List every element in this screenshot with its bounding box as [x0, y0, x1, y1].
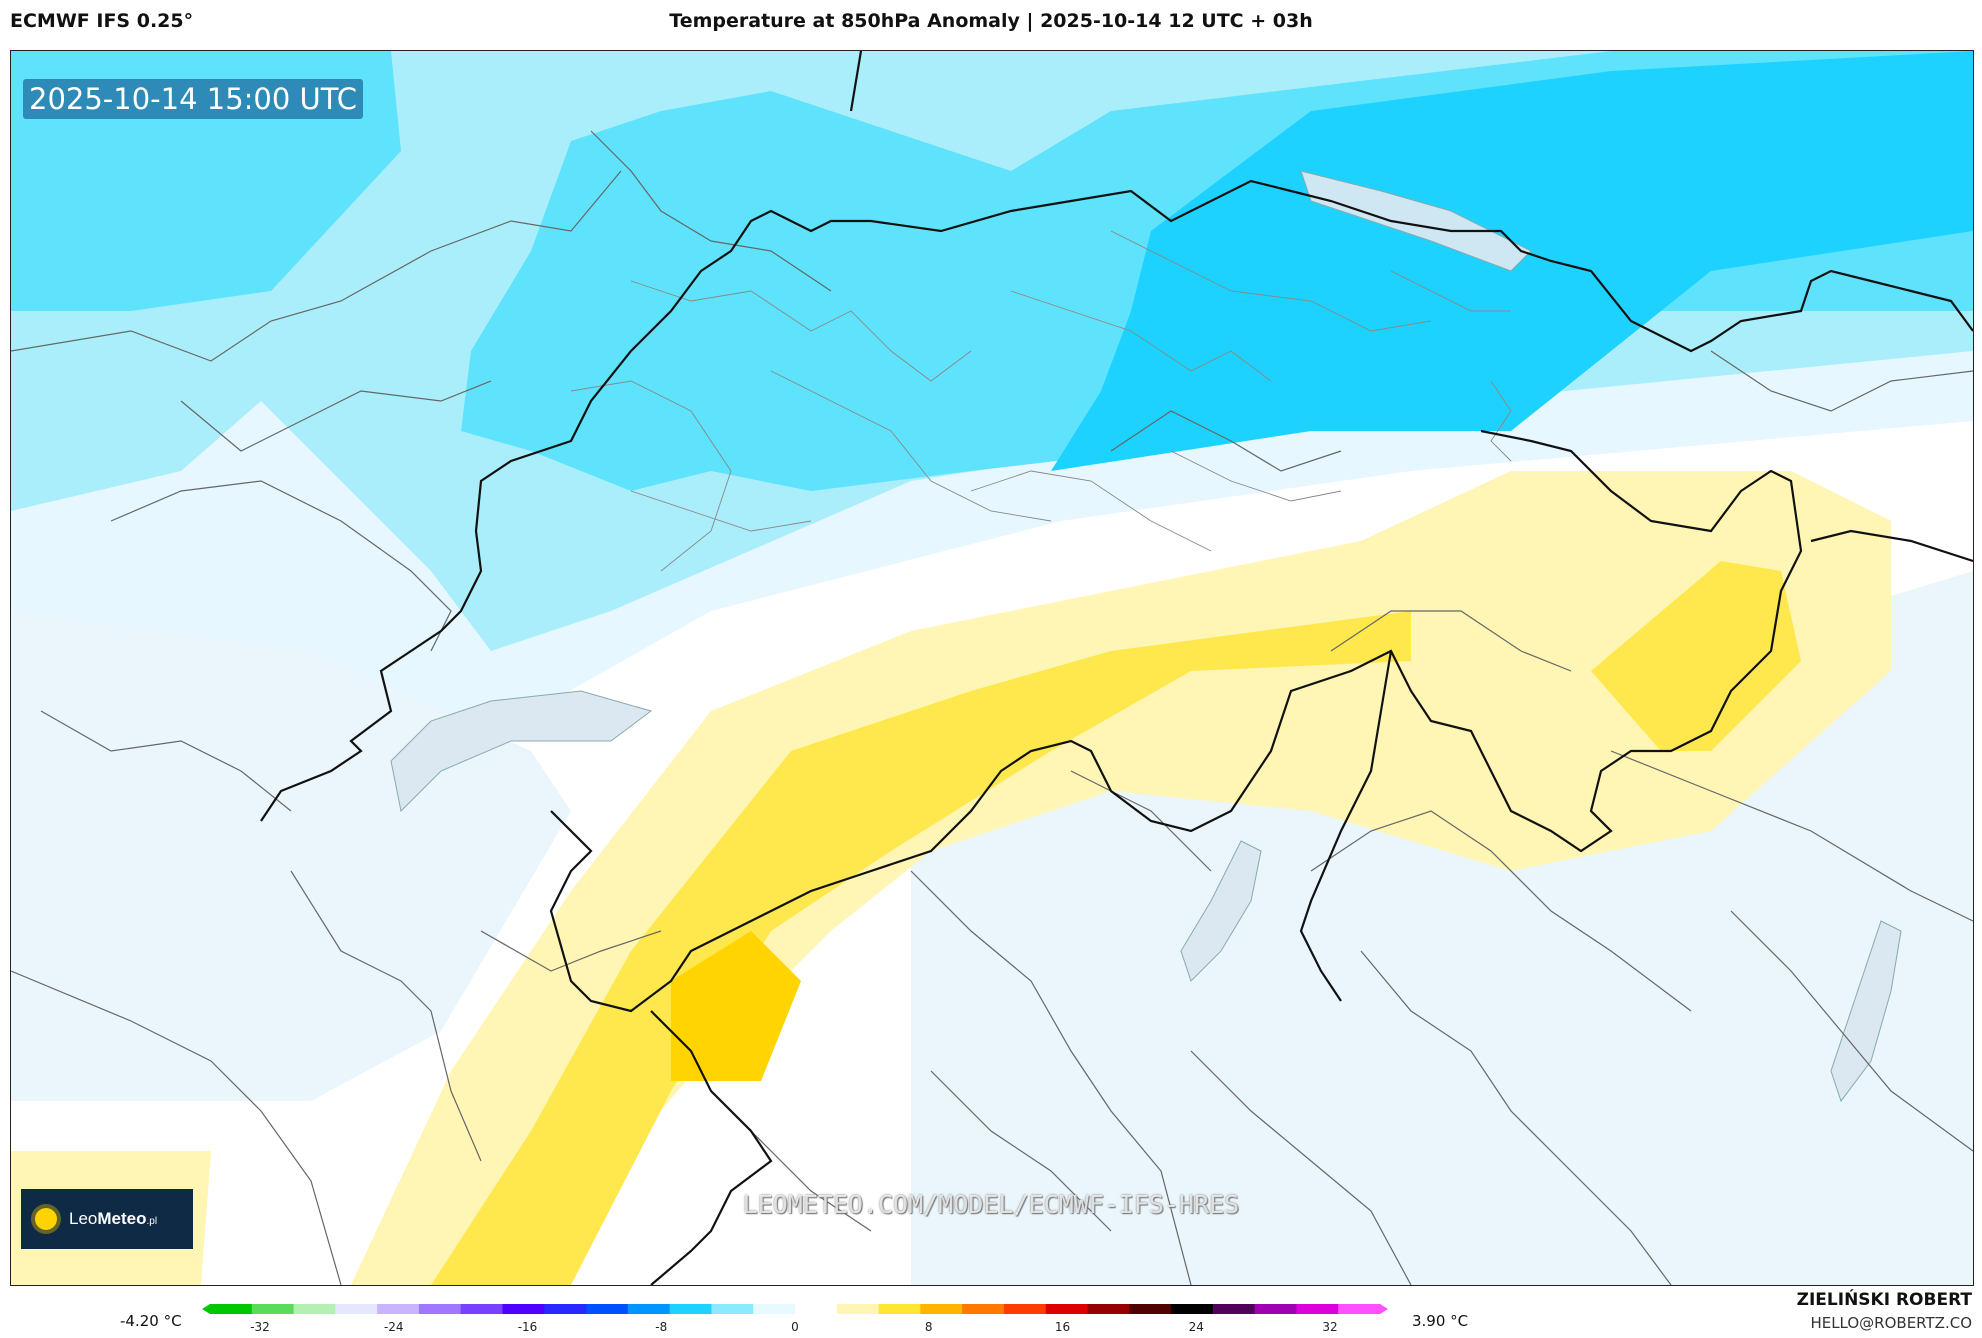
- colorbar-tick-label: -16: [518, 1320, 538, 1334]
- lake-geneva: [390, 690, 653, 813]
- colorbar-cell: [962, 1304, 1005, 1314]
- national-borders: [260, 51, 1973, 1285]
- colorbar-cell: [711, 1304, 754, 1314]
- colorbar-cell: [586, 1304, 629, 1314]
- colorbar-cell: [1087, 1304, 1130, 1314]
- colorbar-cell: [460, 1304, 503, 1314]
- anomaly-zone-yellow-peak: [671, 931, 801, 1081]
- chart-title: Temperature at 850hPa Anomaly | 2025-10-…: [669, 10, 1313, 32]
- colorbar-cell: [293, 1304, 336, 1314]
- lake-maggiore: [1180, 840, 1262, 982]
- anomaly-map: [11, 51, 1973, 1285]
- colorbar-tick-label: -24: [384, 1320, 404, 1334]
- colorbar-ticks: -32 -24 -16 -8 0 8 16 24 32: [250, 1320, 1337, 1334]
- lake-garda: [1830, 920, 1902, 1103]
- colorbar-cell: [1254, 1304, 1297, 1314]
- colorbar-cell: [1296, 1304, 1339, 1314]
- colorbar-cell: [502, 1304, 545, 1314]
- colorbar-cell: [335, 1304, 378, 1314]
- colorbar-cell: [920, 1304, 963, 1314]
- colorbar-tick-label: -32: [250, 1320, 270, 1334]
- colorbar-cell: [1045, 1304, 1088, 1314]
- colorbar-cells: [202, 1304, 1388, 1314]
- colorbar: -32 -24 -16 -8 0 8 16 24 32: [202, 1304, 1388, 1334]
- colorbar-tick-label: 32: [1322, 1320, 1337, 1334]
- canton-borders: [570, 230, 1512, 572]
- author-email: HELLO@ROBERTZ.CO: [1810, 1314, 1972, 1332]
- colorbar-cell: [544, 1304, 587, 1314]
- colorbar-cell: [251, 1304, 295, 1314]
- colorbar-cell: [1171, 1304, 1214, 1314]
- colorbar-cell: [210, 1304, 253, 1314]
- regional-borders: [11, 130, 1973, 1285]
- colorbar-cell: [1129, 1304, 1172, 1314]
- colorbar-min-arrow: [202, 1304, 210, 1314]
- colorbar-cell: [377, 1304, 420, 1314]
- anomaly-zone-yellow-east: [1591, 561, 1801, 751]
- colorbar-cell: [627, 1304, 671, 1314]
- leometeo-logo: LeoMeteo.pl: [21, 1189, 193, 1249]
- anomaly-zone-yellow: [431, 611, 1411, 1285]
- colorbar-cell: [753, 1304, 796, 1314]
- colorbar-cell: [418, 1304, 462, 1314]
- colorbar-cell: [1338, 1304, 1381, 1314]
- sun-icon: [35, 1208, 57, 1230]
- author-name: ZIELIŃSKI ROBERT: [1796, 1290, 1972, 1310]
- logo-text: LeoMeteo.pl: [69, 1209, 158, 1228]
- lake-constance: [1300, 170, 1532, 272]
- model-name: ECMWF IFS 0.25°: [10, 10, 194, 32]
- anomaly-zone-yellow-light: [351, 471, 1891, 1285]
- colorbar-tick-label: 24: [1189, 1320, 1204, 1334]
- source-watermark: LEOMETEO.COM/MODEL/ECMWF-IFS-HRES: [742, 1190, 1240, 1219]
- colorbar-cell: [669, 1304, 712, 1314]
- colorbar-min-label: -4.20 °C: [120, 1312, 182, 1330]
- colorbar-cell: [836, 1304, 880, 1314]
- map-panel: 2025-10-14 15:00 UTC LeoMeteo.pl: [10, 50, 1974, 1286]
- colorbar-tick-label: 8: [925, 1320, 933, 1334]
- colorbar-max-label: 3.90 °C: [1412, 1312, 1469, 1330]
- colorbar-tick-label: 16: [1055, 1320, 1070, 1334]
- colorbar-cell: [878, 1304, 921, 1314]
- colorbar-cell: [795, 1304, 838, 1314]
- colorbar-tick-label: -8: [655, 1320, 667, 1334]
- valid-time-badge: 2025-10-14 15:00 UTC: [23, 79, 364, 119]
- colorbar-max-arrow: [1380, 1304, 1388, 1314]
- colorbar-tick-label: 0: [791, 1320, 799, 1334]
- colorbar-cell: [1212, 1304, 1256, 1314]
- colorbar-cell: [1003, 1304, 1047, 1314]
